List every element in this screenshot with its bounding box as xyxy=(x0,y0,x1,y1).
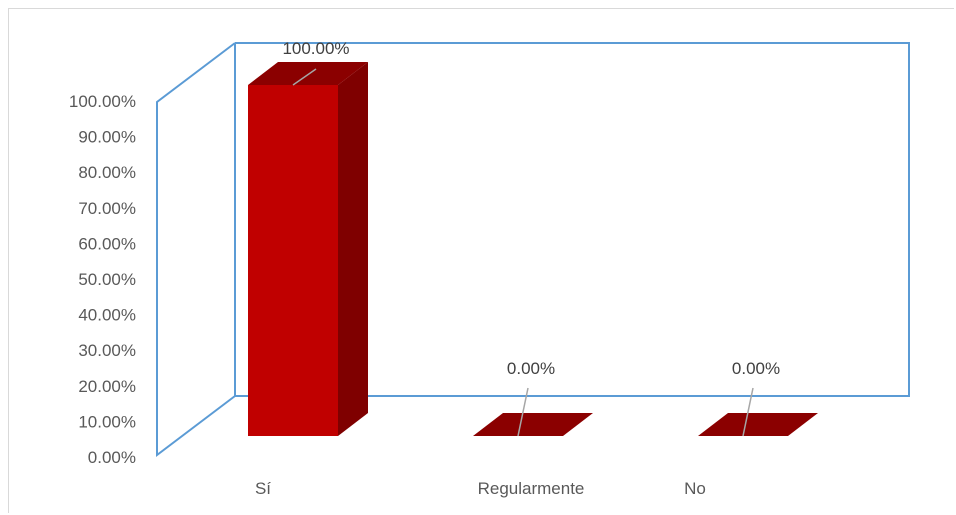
category-label: No xyxy=(684,479,706,498)
y-tick-label: 70.00% xyxy=(78,199,136,218)
bars xyxy=(248,62,818,436)
x-axis-categories: Sí Regularmente No xyxy=(255,479,706,498)
y-tick-label: 20.00% xyxy=(78,377,136,396)
bar-top xyxy=(248,62,368,85)
y-tick-label: 60.00% xyxy=(78,234,136,253)
category-label: Regularmente xyxy=(478,479,585,498)
data-label-leader xyxy=(742,387,754,437)
y-axis-ticks: 0.00% 10.00% 20.00% 30.00% 40.00% 50.00% 60.00… xyxy=(69,92,136,467)
chart-frame xyxy=(8,8,954,513)
data-labels: 100.00% 0.00% 0.00% xyxy=(282,39,780,437)
y-tick-label: 80.00% xyxy=(78,163,136,182)
bar-side xyxy=(338,62,368,436)
bar-2 xyxy=(698,413,818,436)
side-wall xyxy=(156,42,236,458)
bar-front xyxy=(248,85,338,436)
bar-flat xyxy=(473,413,593,436)
data-label: 0.00% xyxy=(507,359,555,378)
y-tick-label: 50.00% xyxy=(78,270,136,289)
data-label: 0.00% xyxy=(732,359,780,378)
y-tick-label: 90.00% xyxy=(78,128,136,147)
chart-walls xyxy=(156,42,910,458)
data-label-leader xyxy=(517,387,529,437)
back-wall xyxy=(234,42,910,397)
bar-0 xyxy=(248,62,368,436)
data-label-leader xyxy=(292,68,317,86)
bar-1 xyxy=(473,413,593,436)
y-tick-label: 100.00% xyxy=(69,92,136,111)
bar-flat xyxy=(698,413,818,436)
category-label: Sí xyxy=(255,479,271,498)
y-tick-label: 10.00% xyxy=(78,412,136,431)
data-label: 100.00% xyxy=(282,39,349,58)
y-tick-label: 0.00% xyxy=(88,448,136,467)
y-tick-label: 30.00% xyxy=(78,341,136,360)
y-tick-label: 40.00% xyxy=(78,306,136,325)
